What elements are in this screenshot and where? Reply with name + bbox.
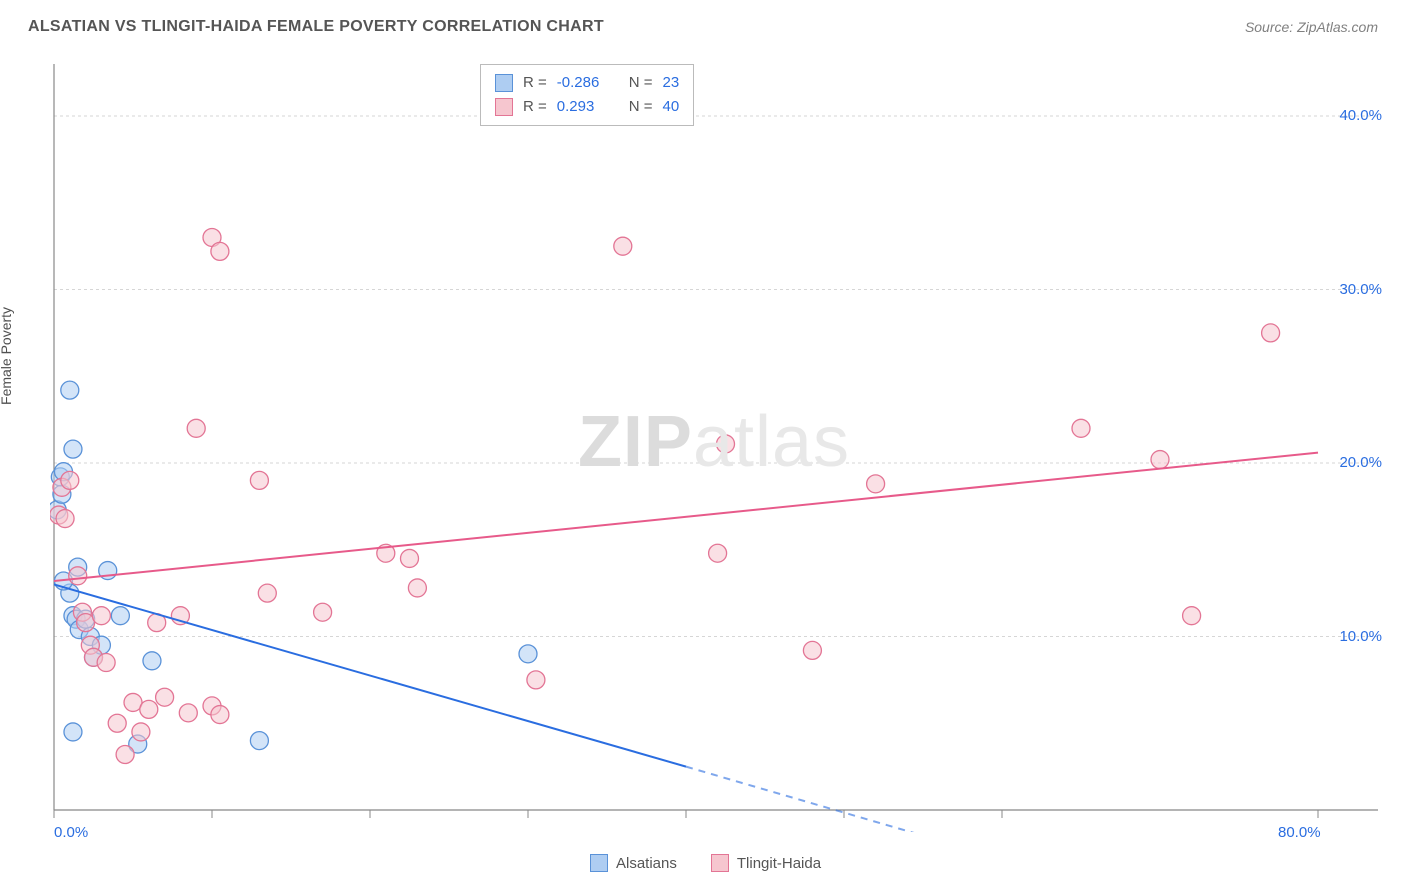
x-tick-label: 80.0% (1278, 824, 1321, 841)
legend-swatch (590, 854, 608, 872)
series-legend-item: Tlingit-Haida (711, 854, 821, 872)
chart-title: ALSATIAN VS TLINGIT-HAIDA FEMALE POVERTY… (28, 18, 604, 36)
legend-swatch (711, 854, 729, 872)
stats-legend: R =-0.286N =23R = 0.293N =40 (480, 64, 694, 126)
series-name: Alsatians (616, 855, 677, 872)
stats-row: R = 0.293N =40 (495, 95, 679, 119)
y-tick-label: 40.0% (1339, 107, 1382, 124)
legend-swatch (495, 74, 513, 92)
stats-row: R =-0.286N =23 (495, 71, 679, 95)
legend-swatch (495, 98, 513, 116)
series-legend-item: Alsatians (590, 854, 677, 872)
y-axis-label: Female Poverty (0, 307, 14, 405)
y-tick-label: 20.0% (1339, 454, 1382, 471)
y-tick-label: 10.0% (1339, 628, 1382, 645)
chart-area: ZIPatlas R =-0.286N =23R = 0.293N =40 Al… (50, 60, 1378, 832)
source-label: Source: ZipAtlas.com (1245, 19, 1378, 35)
series-name: Tlingit-Haida (737, 855, 821, 872)
scatter-chart (50, 60, 1378, 832)
x-tick-label: 0.0% (54, 824, 88, 841)
series-legend: Alsatians Tlingit-Haida (590, 854, 821, 872)
y-tick-label: 30.0% (1339, 281, 1382, 298)
